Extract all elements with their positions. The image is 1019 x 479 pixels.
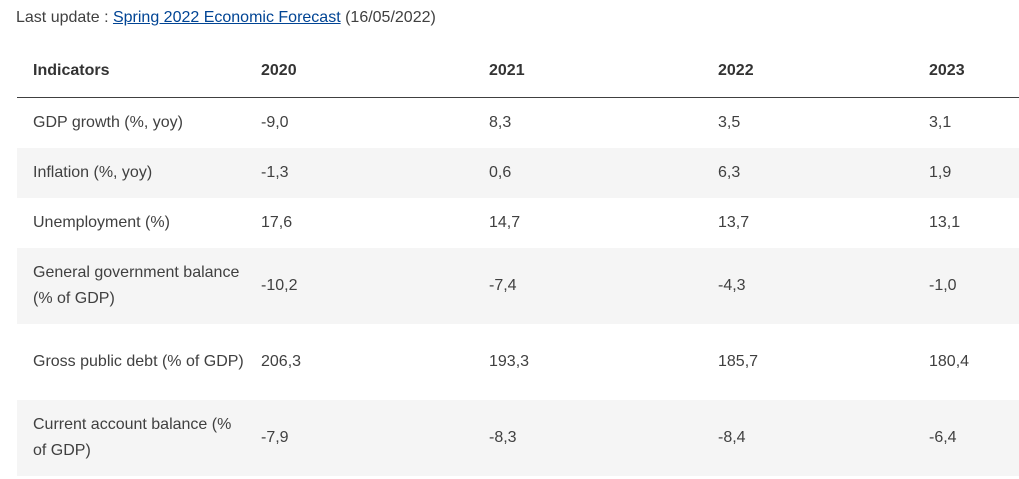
value-cell: -1,3 — [245, 148, 473, 198]
value-cell: 8,3 — [489, 114, 512, 131]
header-indicators: Indicators — [17, 45, 245, 98]
value-cell: 6,3 — [702, 148, 929, 198]
last-update-prefix: Last update : — [16, 9, 113, 26]
last-update-date: (16/05/2022) — [340, 9, 436, 26]
table-row: Current account balance (% of GDP) -7,9 … — [17, 400, 1019, 476]
indicator-cell: Current account balance (% of GDP) — [17, 400, 245, 476]
header-2022: 2022 — [702, 45, 929, 98]
value-cell: 180,4 — [929, 353, 970, 370]
value-cell: -4,3 — [702, 248, 929, 324]
economic-indicators-table: Indicators 2020 2021 2022 2023 GDP growt… — [17, 45, 1019, 476]
forecast-link[interactable]: Spring 2022 Economic Forecast — [112, 9, 341, 26]
value-cell: -8,3 — [473, 400, 702, 476]
value-cell: 185,7 — [718, 353, 759, 370]
value-cell: -6,4 — [929, 400, 1019, 476]
value-cell: 3,1 — [929, 114, 952, 131]
table-header-row: Indicators 2020 2021 2022 2023 — [17, 45, 1019, 98]
indicator-cell: Gross public debt (% of GDP) — [33, 353, 244, 370]
indicator-cell: Unemployment (%) — [33, 214, 170, 231]
header-2020: 2020 — [245, 45, 473, 98]
value-cell: -10,2 — [245, 248, 473, 324]
value-cell: 14,7 — [489, 214, 521, 231]
indicator-cell: GDP growth (%, yoy) — [33, 114, 183, 131]
value-cell: 206,3 — [261, 353, 302, 370]
value-cell: -7,9 — [245, 400, 473, 476]
value-cell: 3,5 — [718, 114, 741, 131]
table-row: Unemployment (%) 17,6 14,7 13,7 13,1 — [17, 198, 1019, 248]
value-cell: -7,4 — [473, 248, 702, 324]
table-row: GDP growth (%, yoy) -9,0 8,3 3,5 3,1 — [17, 98, 1019, 149]
value-cell: -1,0 — [929, 248, 1019, 324]
last-update-line: Last update : Spring 2022 Economic Forec… — [16, 8, 436, 28]
indicator-cell: Inflation (%, yoy) — [17, 148, 245, 198]
value-cell: -8,4 — [702, 400, 929, 476]
table-row: Gross public debt (% of GDP) 206,3 193,3… — [17, 324, 1019, 400]
value-cell: 0,6 — [473, 148, 702, 198]
indicator-cell: General government balance (% of GDP) — [17, 248, 245, 324]
table-row: Inflation (%, yoy) -1,3 0,6 6,3 1,9 — [17, 148, 1019, 198]
value-cell: -9,0 — [261, 114, 289, 131]
value-cell: 17,6 — [261, 214, 293, 231]
table-row: General government balance (% of GDP) -1… — [17, 248, 1019, 324]
value-cell: 13,7 — [718, 214, 750, 231]
value-cell: 1,9 — [929, 148, 1019, 198]
value-cell: 193,3 — [489, 353, 530, 370]
header-2021: 2021 — [473, 45, 702, 98]
value-cell: 13,1 — [929, 214, 961, 231]
header-2023: 2023 — [929, 45, 1019, 98]
